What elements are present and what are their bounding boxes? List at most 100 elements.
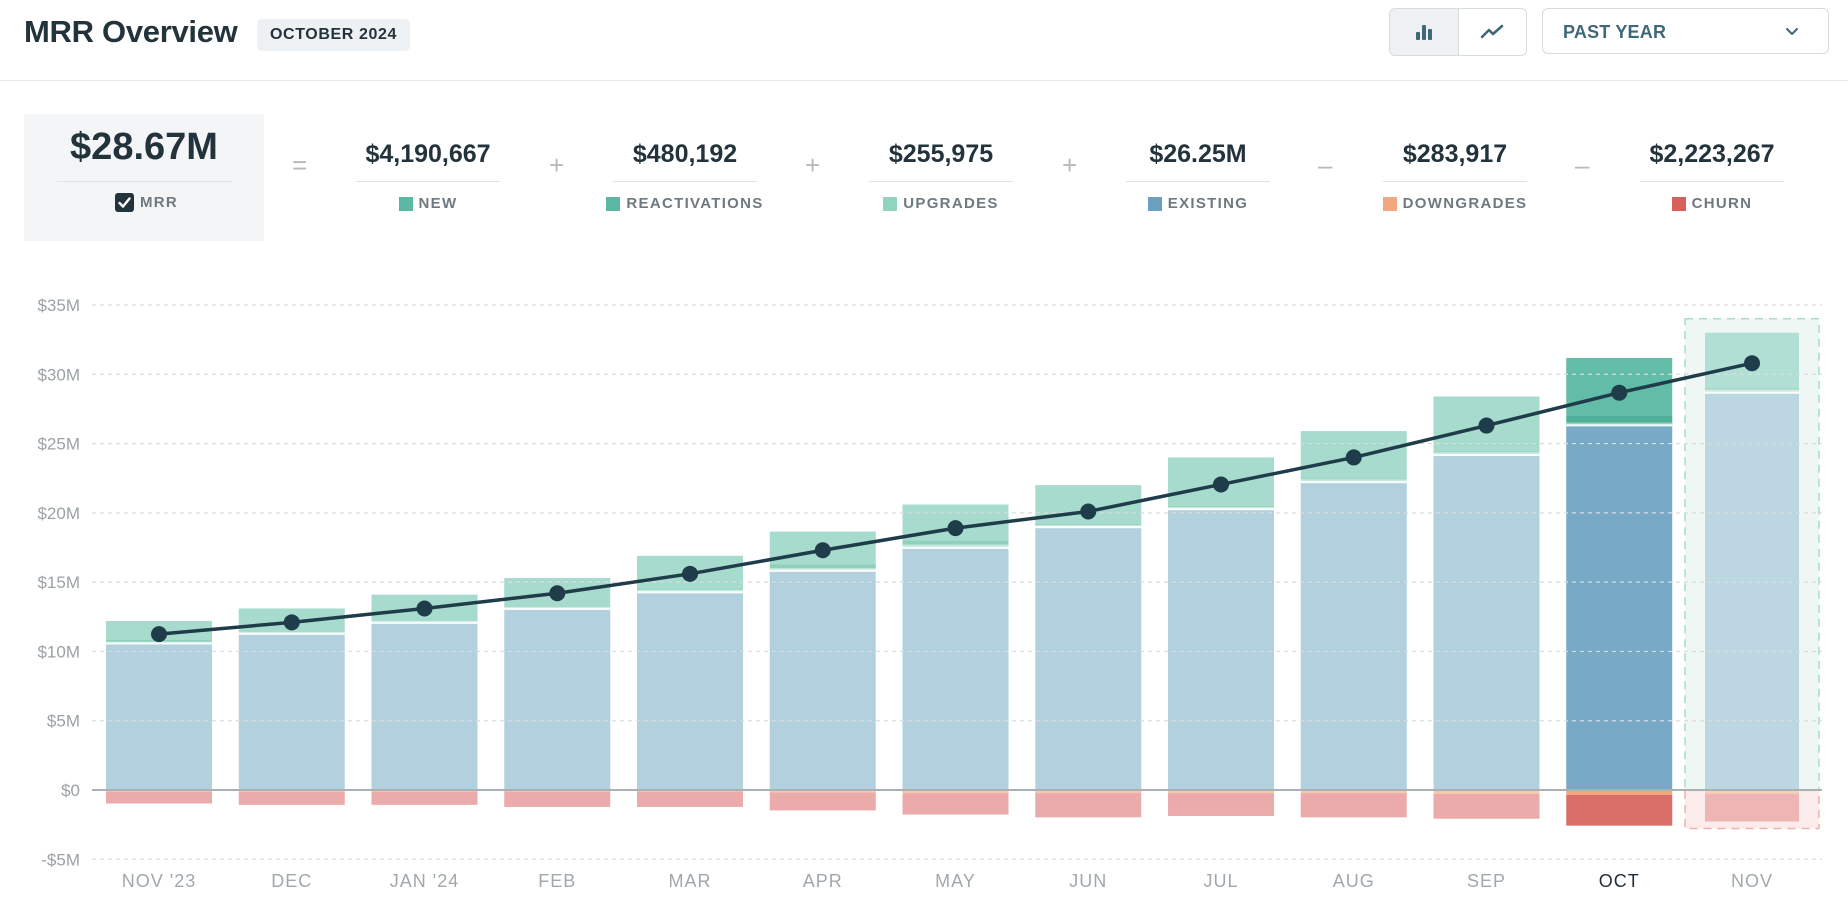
- mrr-legend-label[interactable]: MRR: [115, 193, 178, 212]
- y-tick-label: -$5M: [41, 850, 80, 869]
- x-tick-label: OCT: [1599, 871, 1640, 891]
- bar-segment-existing: [769, 571, 876, 790]
- bar-segment-downgrades: [769, 791, 876, 793]
- period-badge[interactable]: OCTOBER 2024: [257, 19, 410, 51]
- bar-segment-downgrades: [637, 791, 743, 792]
- bar-segment-reactivations: [1705, 388, 1799, 390]
- bar-segment-existing: [1035, 528, 1142, 790]
- bar-segment-churn: [1035, 793, 1142, 818]
- mrr-line-series: [151, 355, 1760, 643]
- bar-segment-downgrades: [238, 791, 345, 792]
- x-tick-label: MAY: [935, 871, 976, 891]
- mrr-data-point: [682, 565, 698, 582]
- bar-segment-reactivations: [1300, 478, 1407, 480]
- x-tick-label: NOV: [1731, 871, 1773, 891]
- bar-segment-churn: [1300, 793, 1407, 818]
- bar-segment-reactivations: [1035, 523, 1142, 525]
- divider: [1126, 181, 1270, 182]
- x-tick-label: JUN: [1069, 871, 1107, 891]
- legend-label: DOWNGRADES: [1402, 195, 1528, 212]
- bar-segment-upgrades: [902, 544, 1009, 549]
- legend-item-reactivations[interactable]: REACTIVATIONS: [606, 195, 763, 212]
- metric-value-churn: $2,223,267: [1649, 140, 1775, 168]
- bar-segment-churn: [769, 792, 876, 811]
- bar-chart-view-button[interactable]: [1390, 9, 1459, 55]
- bar-segment-existing: [637, 593, 743, 790]
- mrr-data-point: [1744, 355, 1760, 372]
- bar-segment-downgrades: [1433, 791, 1540, 794]
- bar-segment-downgrades: [1035, 791, 1142, 794]
- grid: [92, 304, 1822, 860]
- bar-segment-downgrades: [1705, 791, 1799, 794]
- bar-segment-churn: [637, 791, 743, 807]
- divider: [869, 181, 1013, 182]
- legend-swatch: [398, 196, 413, 211]
- legend-label: NEW: [418, 195, 458, 212]
- legend-label: EXISTING: [1167, 195, 1249, 212]
- y-tick-label: $15M: [37, 573, 80, 592]
- bar-chart-icon: [1415, 25, 1432, 40]
- divider: [613, 181, 757, 182]
- mrr-total-value: $28.67M: [70, 126, 218, 168]
- operator-symbol: +: [1062, 150, 1078, 180]
- bar-segment-existing: [1433, 456, 1540, 790]
- bar-segment-upgrades: [1705, 389, 1799, 394]
- mrr-total-card[interactable]: [24, 114, 264, 241]
- bar-segment-reactivations: [1433, 451, 1540, 453]
- mrr-data-point: [1213, 476, 1229, 493]
- date-range-select[interactable]: PAST YEAR: [1542, 8, 1829, 54]
- bar-segment-existing: [504, 609, 611, 790]
- x-tick-label: SEP: [1467, 871, 1506, 891]
- x-tick-label: JAN '24: [390, 871, 459, 891]
- line-chart-view-button[interactable]: [1459, 9, 1527, 55]
- legend-item-new[interactable]: NEW: [398, 195, 458, 212]
- legend-label: REACTIVATIONS: [626, 195, 764, 212]
- operator-symbol: +: [549, 150, 565, 180]
- bar-segment-downgrades: [1300, 791, 1407, 794]
- bar-segment-reactivations: [637, 588, 743, 590]
- bar-segment-existing: [238, 634, 345, 790]
- legend-swatch: [1671, 196, 1686, 211]
- legend-item-churn[interactable]: CHURN: [1671, 195, 1753, 212]
- operator-symbol: +: [805, 150, 821, 180]
- bar-segment-existing: [902, 548, 1009, 790]
- bar-segment-churn: [1168, 793, 1274, 816]
- y-tick-label: $30M: [37, 365, 80, 384]
- legend-swatch: [1147, 196, 1162, 211]
- x-tick-label: AUG: [1333, 871, 1375, 891]
- bar-segment-downgrades: [504, 791, 611, 792]
- metric-value-reactivations: $480,192: [632, 140, 738, 168]
- mrr-data-point: [1611, 384, 1628, 401]
- page-title: MRR Overview: [24, 14, 238, 49]
- bar-segment-reactivations: [1168, 505, 1274, 507]
- bar-segment-churn: [902, 793, 1009, 815]
- mrr-summary: $28.67M MRR $4,190,667 NEW $480,192 REACTIV…: [0, 112, 1848, 242]
- operator-symbol: –: [1575, 150, 1590, 180]
- x-tick-label: JUL: [1203, 871, 1238, 891]
- y-tick-label: $20M: [37, 504, 80, 523]
- bar-segment-churn: [371, 791, 478, 805]
- metric-value-upgrades: $255,975: [888, 140, 994, 168]
- x-tick-label: DEC: [271, 871, 312, 891]
- mrr-data-point: [814, 542, 831, 559]
- bar-segment-downgrades: [371, 791, 478, 792]
- legend-item-existing[interactable]: EXISTING: [1147, 195, 1249, 212]
- y-tick-label: $25M: [37, 435, 80, 454]
- y-tick-label: $5M: [47, 712, 80, 731]
- y-tick-label: $0: [61, 781, 80, 800]
- operator-symbol: =: [292, 150, 308, 180]
- mrr-data-point: [151, 626, 167, 643]
- mrr-data-point: [416, 600, 433, 617]
- legend-item-upgrades[interactable]: UPGRADES: [883, 195, 998, 212]
- y-tick-label: $10M: [37, 642, 80, 661]
- bar-segment-churn: [106, 791, 212, 804]
- bar-segment-upgrades: [1300, 478, 1407, 484]
- legend-item-downgrades[interactable]: DOWNGRADES: [1382, 195, 1528, 212]
- x-tick-label: NOV '23: [122, 871, 196, 891]
- metric-value-downgrades: $283,917: [1402, 140, 1508, 168]
- mrr-checkbox[interactable]: [115, 193, 134, 212]
- page-header: MRR Overview OCTOBER 2024 PAST YEAR: [0, 0, 1848, 81]
- metric-value-new: $4,190,667: [365, 140, 491, 168]
- checkmark-icon: [118, 197, 131, 208]
